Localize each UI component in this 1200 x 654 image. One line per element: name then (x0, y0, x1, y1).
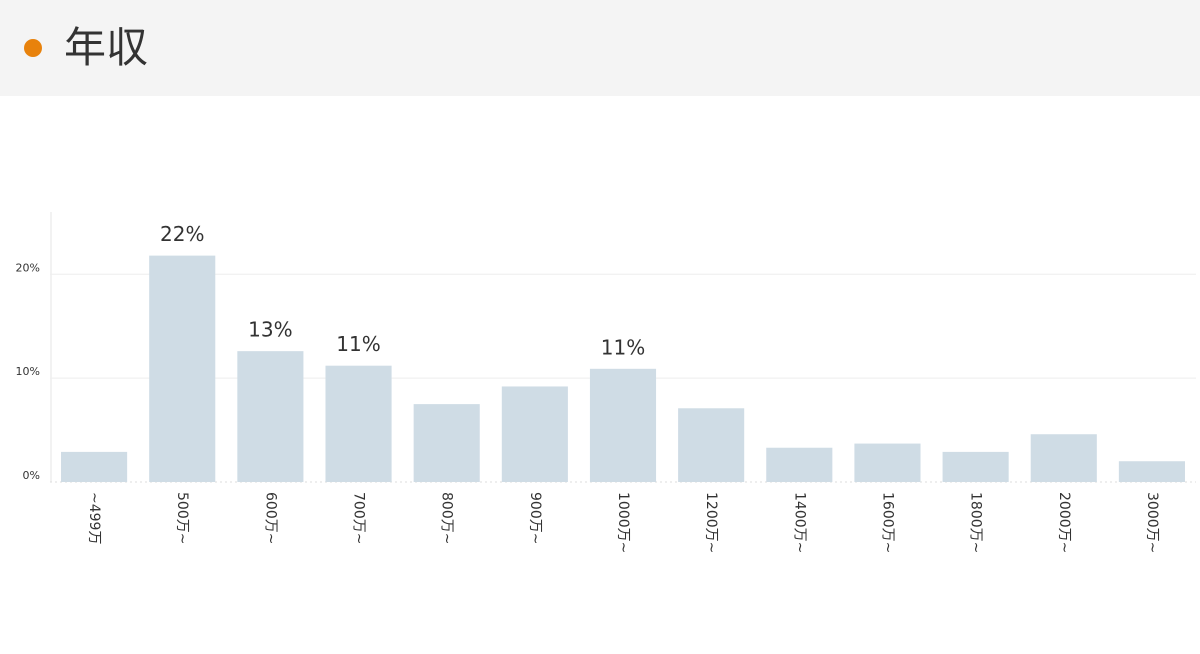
x-tick-label: ~499万 (86, 492, 102, 544)
x-tick-label: 1800万~ (968, 492, 984, 553)
bar (1118, 461, 1185, 482)
bar (589, 368, 657, 482)
x-tick-label: 1600万~ (879, 492, 895, 553)
bar (149, 255, 216, 482)
x-tick-label: 1200万~ (703, 492, 719, 553)
bar (678, 408, 745, 482)
bar (413, 404, 480, 482)
title-dot (24, 39, 42, 57)
x-tick-label: 500万~ (174, 492, 190, 544)
y-tick-label: 10% (16, 365, 40, 378)
x-tick-label: 3000万~ (1144, 492, 1160, 553)
bar (1030, 434, 1097, 482)
x-tick-label: 900万~ (527, 492, 543, 544)
x-tick-label: 700万~ (351, 492, 367, 544)
chart: 0% 10% 20% ~499万 500万~ 22% 600万~ 13% 700万~ 11% 800… (16, 212, 1196, 553)
bar (766, 447, 833, 482)
x-tick-label: 2000万~ (1056, 492, 1072, 553)
bar (61, 451, 128, 482)
x-tick-label: 800万~ (439, 492, 455, 544)
value-label: 11% (336, 332, 380, 356)
value-label: 11% (601, 335, 645, 359)
x-tick-label: 600万~ (262, 492, 278, 544)
x-tick-label: 1400万~ (791, 492, 807, 553)
bar (501, 386, 568, 482)
bar (325, 365, 392, 482)
y-tick-label: 20% (16, 261, 40, 274)
chart-title: 年収 (64, 23, 149, 72)
x-tick-label: 1000万~ (615, 492, 631, 553)
bar (237, 351, 304, 482)
y-tick-label: 0% (23, 469, 40, 482)
value-label: 13% (248, 318, 292, 342)
bar (854, 443, 921, 482)
bar (942, 451, 1009, 482)
value-label: 22% (160, 222, 204, 246)
header: 年収 (0, 0, 1200, 96)
